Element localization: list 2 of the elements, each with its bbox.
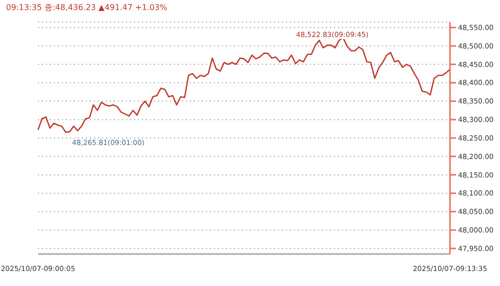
chart-subtitle: 09:13:35 종:48,436.23 ▲491.47 +1.03%	[5, 2, 168, 14]
line-series	[37, 36, 451, 133]
